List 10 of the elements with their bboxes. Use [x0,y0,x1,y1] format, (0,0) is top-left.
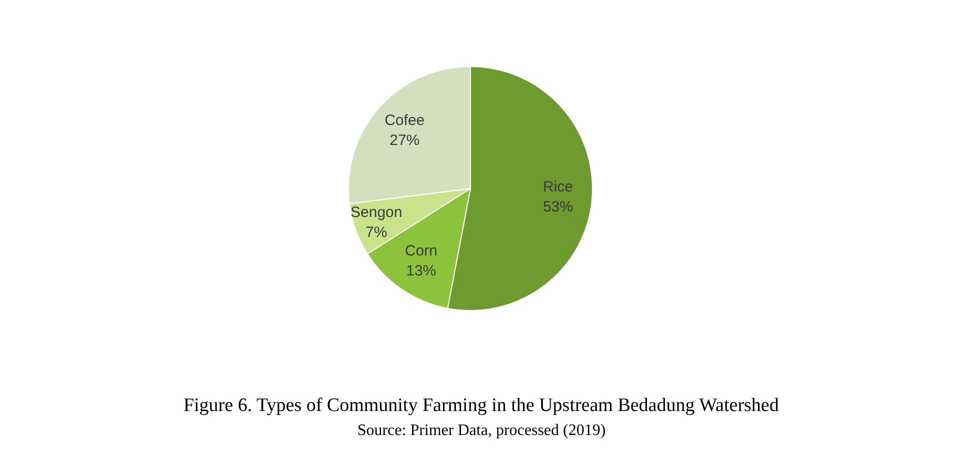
slice-label: Sengon [350,204,402,221]
slice-label: Cofee [384,112,425,129]
data-label: 27% [390,132,420,149]
slice-label: Rice [542,178,573,196]
source-note: Source: Primer Data, processed (2019) [357,422,606,439]
data-label: 7% [366,224,388,241]
data-label: 53% [542,198,573,216]
text: Figure 6. Types of Community Farming in the Upstream Bedadung Watershed [183,395,780,416]
data-label: 13% [406,262,436,280]
slice-label: Corn [404,242,438,260]
